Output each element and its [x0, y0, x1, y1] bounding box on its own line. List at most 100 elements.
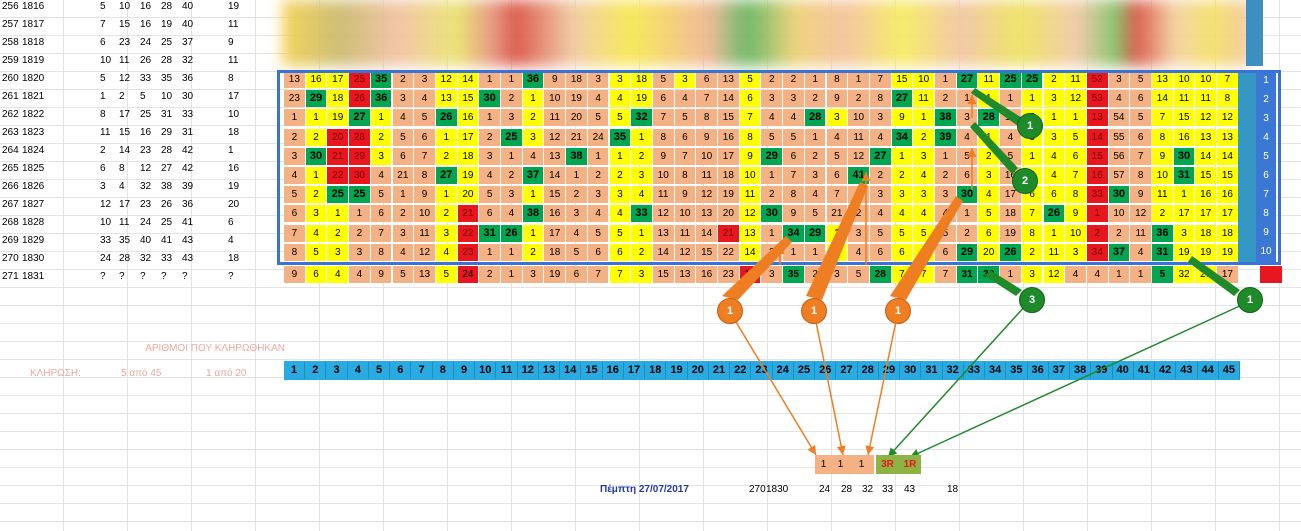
grid-cell: 2: [501, 167, 522, 184]
row-index-cell: 5: [1263, 151, 1269, 162]
grid-cell: 3: [414, 71, 435, 88]
grid-cell: 5: [1130, 109, 1151, 127]
grid-cell: 1: [479, 243, 500, 261]
grid-cell: 5: [891, 224, 913, 242]
grid-cell: 2: [609, 167, 631, 184]
drawn-number-cell: 28: [161, 55, 173, 66]
drawn-number-cell: 29: [161, 127, 173, 138]
grid-cell: 3: [392, 90, 414, 108]
grid-cell: 4: [826, 128, 848, 146]
grid-cell: 4: [848, 243, 869, 261]
grid-cell: 21: [392, 167, 414, 184]
grid-cell: 35: [609, 128, 631, 146]
grid-cell: 17: [544, 224, 566, 242]
drawn-number-cell: 12: [119, 73, 131, 84]
grid-cell: 3: [913, 186, 934, 204]
grid-cell: 13: [739, 224, 761, 242]
grid-cell: 12: [696, 186, 717, 204]
next-row-cell: 9: [284, 266, 305, 283]
draw-id-cell: 1826: [22, 181, 45, 192]
next-row-cell: 3: [522, 266, 544, 283]
number-header-cell: 37: [1049, 362, 1071, 379]
grid-cell: 17: [327, 71, 349, 88]
grid-cell: 5: [783, 128, 804, 146]
grid-cell: 1: [305, 167, 327, 184]
grid-cell: 30: [956, 186, 978, 204]
grid-cell: 1: [761, 167, 783, 184]
grid-cell: 18: [718, 167, 739, 184]
grid-cell: 1: [631, 224, 652, 242]
grid-cell: 27: [349, 109, 370, 127]
drawn-number-cell: 8: [228, 73, 234, 84]
number-header-cell: 43: [1176, 362, 1198, 379]
grid-cell: 10: [1108, 205, 1130, 223]
grid-cell: 1: [501, 147, 522, 165]
next-row-cell: 1: [1000, 266, 1021, 283]
grid-cell: 10: [1065, 224, 1086, 242]
grid-cell: 4: [501, 205, 522, 223]
grid-cell: 21: [826, 205, 848, 223]
grid-cell: 28: [804, 109, 826, 127]
grid-cell: 25: [501, 128, 522, 146]
grid-cell: 8: [696, 109, 717, 127]
grid-cell: 1: [479, 71, 500, 88]
next-row-cell: 1: [1108, 266, 1130, 283]
grid-cell: 13: [696, 205, 717, 223]
grid-cell: 21: [718, 224, 739, 242]
drawn-number-cell: 35: [161, 73, 173, 84]
grid-cell: 3: [609, 71, 631, 88]
grid-cell: 2: [891, 167, 913, 184]
row-index-cell: 8: [1263, 208, 1269, 219]
grid-cell: 3: [587, 186, 609, 204]
number-header-cell: 3: [326, 362, 348, 379]
grid-cell: 2: [631, 147, 652, 165]
grid-cell: 8: [674, 167, 696, 184]
grid-cell: 13: [1152, 71, 1173, 88]
grid-cell: 12: [414, 243, 435, 261]
grid-cell: 5: [370, 186, 392, 204]
grid-cell: 1: [804, 243, 826, 261]
number-header-cell: 16: [603, 362, 624, 379]
grid-cell: 1: [435, 128, 457, 146]
drawn-number-cell: 18: [228, 127, 240, 138]
grid-cell: 4: [869, 205, 891, 223]
row-index-cell: 3: [1263, 113, 1269, 124]
next-row-cell: 7: [609, 266, 631, 283]
grid-cell: 15: [891, 71, 913, 88]
next-row-cell: 35: [783, 266, 804, 283]
grid-cell: 18: [1217, 224, 1238, 242]
grid-cell: 3: [891, 186, 913, 204]
grid-cell: 16: [544, 205, 566, 223]
drawn-number-cell: 5: [140, 91, 146, 102]
grid-cell: 12: [848, 147, 869, 165]
next-row-cell: 7: [935, 266, 956, 283]
row-number-cell: 268: [2, 217, 19, 228]
grid-cell: 30: [761, 205, 783, 223]
row-index-cell: 9: [1263, 227, 1269, 238]
grid-cell: 15: [1195, 167, 1217, 184]
next-row-cell: 3: [1021, 266, 1043, 283]
next-row-cell: 1: [501, 266, 522, 283]
next-row-cell: 4: [327, 266, 349, 283]
number-header-cell: 23: [751, 362, 773, 379]
grid-cell: 1: [609, 147, 631, 165]
number-header-cell: 30: [900, 362, 922, 379]
draw-id-cell: 1821: [22, 91, 45, 102]
grid-cell: 15: [696, 243, 717, 261]
grid-cell: 13: [1195, 128, 1217, 146]
next-row-cell: 13: [414, 266, 435, 283]
number-header-cell: 41: [1134, 362, 1155, 379]
drawn-number-cell: 32: [140, 181, 152, 192]
grid-cell: 1: [522, 224, 544, 242]
next-row-cell: 2: [479, 266, 500, 283]
row-number-cell: 266: [2, 181, 19, 192]
grid-cell: 11: [739, 186, 761, 204]
drawn-number-cell: 36: [182, 199, 194, 210]
number-header-cell: 35: [1006, 362, 1028, 379]
row-index-cell: 6: [1263, 170, 1269, 181]
grid-cell: 4: [284, 167, 305, 184]
number-header-cell: 38: [1070, 362, 1092, 379]
grid-cell: 38: [522, 205, 544, 223]
grid-cell: 36: [1152, 224, 1173, 242]
grid-cell: 19: [718, 186, 739, 204]
